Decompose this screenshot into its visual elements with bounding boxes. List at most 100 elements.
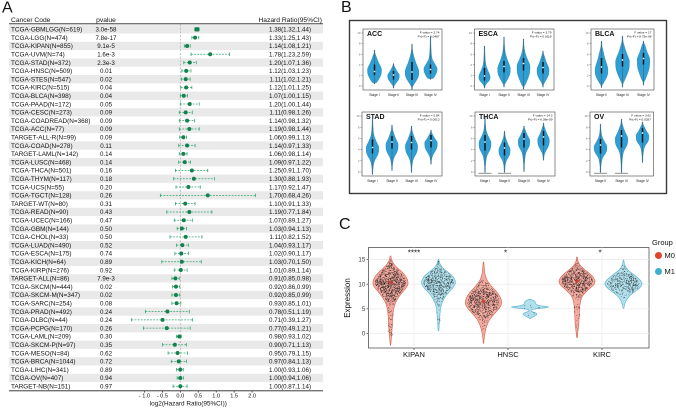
svg-text:2: 2 bbox=[470, 74, 472, 78]
svg-text:0: 0 bbox=[359, 84, 361, 88]
svg-text:6: 6 bbox=[470, 52, 472, 56]
svg-text:F value = 3.79: F value = 3.79 bbox=[532, 31, 552, 35]
svg-text:log2(Hazard Ratio(95%CI)): log2(Hazard Ratio(95%CI)) bbox=[150, 401, 227, 408]
svg-text:4: 4 bbox=[587, 63, 589, 67]
svg-text:Stage II: Stage II bbox=[498, 93, 509, 97]
svg-text:Stage IV: Stage IV bbox=[424, 93, 437, 97]
svg-text:TCGA-SARC(N=254): TCGA-SARC(N=254) bbox=[11, 300, 72, 307]
svg-text:Pr(>F) = 8.75e-08: Pr(>F) = 8.75e-08 bbox=[627, 35, 652, 39]
svg-text:5: 5 bbox=[362, 306, 366, 313]
svg-text:2: 2 bbox=[359, 74, 361, 78]
svg-text:6: 6 bbox=[358, 137, 360, 141]
svg-text:0.71(0.39,1.27): 0.71(0.39,1.27) bbox=[269, 317, 311, 324]
svg-text:1.00(0.94,1.06): 1.00(0.94,1.06) bbox=[269, 375, 311, 382]
svg-text:Stage II: Stage II bbox=[595, 179, 606, 183]
svg-text:TCGA-THCA(N=501): TCGA-THCA(N=501) bbox=[11, 168, 72, 175]
svg-text:TCGA-GBM(N=144): TCGA-GBM(N=144) bbox=[11, 226, 69, 233]
svg-text:1.00(0.93,1.06): 1.00(0.93,1.06) bbox=[269, 367, 311, 374]
svg-text:TCGA-BRCA(N=1044): TCGA-BRCA(N=1044) bbox=[11, 359, 75, 366]
svg-text:TCGA-BLCA(N=398): TCGA-BLCA(N=398) bbox=[11, 93, 71, 100]
svg-text:9.1e-5: 9.1e-5 bbox=[97, 43, 115, 50]
svg-text:0.09: 0.09 bbox=[100, 118, 113, 125]
svg-text:4: 4 bbox=[586, 148, 588, 152]
svg-text:Stage III: Stage III bbox=[615, 179, 627, 183]
svg-text:0.04: 0.04 bbox=[100, 85, 113, 92]
svg-text:0: 0 bbox=[471, 170, 473, 174]
svg-text:M0: M0 bbox=[665, 251, 675, 260]
svg-text:1.09(0.97,1.22): 1.09(0.97,1.22) bbox=[269, 159, 311, 166]
svg-text:TCGA-COAD(N=278): TCGA-COAD(N=278) bbox=[11, 143, 73, 150]
svg-text:Hazard Ratio(95%CI): Hazard Ratio(95%CI) bbox=[258, 17, 322, 24]
svg-text:Pr(>F) = 0.0013: Pr(>F) = 0.0013 bbox=[418, 118, 440, 122]
svg-text:0.09: 0.09 bbox=[100, 134, 113, 141]
svg-text:0.95(0.79,1.15): 0.95(0.79,1.15) bbox=[269, 350, 311, 357]
svg-text:HNSC: HNSC bbox=[497, 350, 519, 359]
svg-text:*: * bbox=[504, 249, 507, 258]
svg-text:0.02: 0.02 bbox=[100, 284, 113, 291]
svg-text:1.0: 1.0 bbox=[212, 393, 220, 399]
svg-text:Stage IV: Stage IV bbox=[636, 179, 649, 183]
svg-text:Pr(>F) = 0.0487: Pr(>F) = 0.0487 bbox=[418, 35, 440, 39]
svg-text:Stage IV: Stage IV bbox=[425, 179, 438, 183]
svg-text:0.43: 0.43 bbox=[100, 209, 113, 216]
svg-text:6: 6 bbox=[359, 52, 361, 56]
svg-text:- 0.5: - 0.5 bbox=[157, 393, 168, 399]
svg-text:THCA: THCA bbox=[479, 114, 498, 121]
svg-text:TARGET-WT(N=80): TARGET-WT(N=80) bbox=[11, 201, 68, 208]
svg-text:1.11(1.02,1.21): 1.11(1.02,1.21) bbox=[269, 76, 311, 83]
svg-text:TCGA-MESO(N=84): TCGA-MESO(N=84) bbox=[11, 350, 69, 357]
svg-text:0.09: 0.09 bbox=[100, 110, 113, 117]
svg-text:0.97: 0.97 bbox=[100, 383, 113, 390]
svg-text:10: 10 bbox=[470, 114, 473, 118]
svg-text:TCGA-KIPAN(N=855): TCGA-KIPAN(N=855) bbox=[11, 43, 73, 50]
svg-text:0.05: 0.05 bbox=[100, 101, 113, 108]
svg-text:TARGET-ALL-R(N=99): TARGET-ALL-R(N=99) bbox=[11, 134, 76, 141]
svg-text:TCGA-CESC(N=273): TCGA-CESC(N=273) bbox=[11, 110, 72, 117]
svg-text:6: 6 bbox=[586, 137, 588, 141]
svg-text:TCGA-PAAD(N=172): TCGA-PAAD(N=172) bbox=[11, 101, 71, 108]
svg-text:0.11: 0.11 bbox=[100, 143, 112, 150]
svg-text:TCGA-ACC(N=77): TCGA-ACC(N=77) bbox=[11, 126, 64, 133]
svg-text:0.94: 0.94 bbox=[100, 375, 113, 382]
svg-text:Stage I: Stage I bbox=[367, 179, 378, 183]
svg-text:7.9e-3: 7.9e-3 bbox=[97, 276, 115, 283]
svg-text:1.10(0.91,1.33): 1.10(0.91,1.33) bbox=[269, 201, 311, 208]
svg-text:1.07(1.00,1.15): 1.07(1.00,1.15) bbox=[269, 93, 311, 100]
svg-text:TCGA-DLBC(N=44): TCGA-DLBC(N=44) bbox=[11, 317, 68, 324]
svg-text:2: 2 bbox=[358, 159, 360, 163]
svg-text:0: 0 bbox=[587, 84, 589, 88]
svg-text:0.08: 0.08 bbox=[100, 300, 113, 307]
svg-text:Stage III: Stage III bbox=[406, 93, 418, 97]
svg-text:0.30: 0.30 bbox=[100, 334, 113, 341]
svg-text:A: A bbox=[2, 0, 13, 17]
svg-text:1.17(0.92,1.47): 1.17(0.92,1.47) bbox=[269, 184, 311, 191]
svg-text:1.30(0.88,1.93): 1.30(0.88,1.93) bbox=[269, 176, 311, 183]
svg-text:3.0e-58: 3.0e-58 bbox=[96, 27, 118, 34]
svg-text:TCGA-COADREAD(N=368): TCGA-COADREAD(N=368) bbox=[11, 118, 90, 125]
svg-text:1.20(1.00,1.44): 1.20(1.00,1.44) bbox=[269, 101, 311, 108]
svg-text:ACC: ACC bbox=[367, 31, 382, 38]
svg-text:Stage IV: Stage IV bbox=[637, 93, 650, 97]
svg-text:0: 0 bbox=[586, 170, 588, 174]
svg-text:BLCA: BLCA bbox=[595, 31, 614, 38]
svg-text:0.92: 0.92 bbox=[100, 267, 113, 274]
svg-text:TARGET-NB(N=151): TARGET-NB(N=151) bbox=[11, 383, 70, 390]
svg-text:1.14(0.97,1.33): 1.14(0.97,1.33) bbox=[269, 143, 311, 150]
svg-text:1.78(1.23,2.59): 1.78(1.23,2.59) bbox=[269, 51, 311, 58]
svg-text:TCGA-PRAD(N=492): TCGA-PRAD(N=492) bbox=[11, 309, 72, 316]
svg-text:1.12(1.03,1.23): 1.12(1.03,1.23) bbox=[269, 68, 311, 75]
svg-text:1.5: 1.5 bbox=[230, 393, 238, 399]
svg-text:0.20: 0.20 bbox=[100, 184, 113, 191]
svg-text:Stage IV: Stage IV bbox=[537, 93, 550, 97]
svg-text:1.25(0.91,1.70): 1.25(0.91,1.70) bbox=[269, 168, 311, 175]
svg-text:Expression: Expression bbox=[343, 278, 352, 318]
svg-text:TCGA-KICH(N=64): TCGA-KICH(N=64) bbox=[11, 259, 66, 266]
svg-text:- 1.0: - 1.0 bbox=[139, 393, 150, 399]
svg-text:TCGA-KIRP(N=276): TCGA-KIRP(N=276) bbox=[11, 267, 69, 274]
svg-text:1.11(0.98,1.26): 1.11(0.98,1.26) bbox=[269, 110, 311, 117]
svg-text:TCGA-LUAD(N=490): TCGA-LUAD(N=490) bbox=[11, 242, 71, 249]
svg-text:0.92(0.85,0.99): 0.92(0.85,0.99) bbox=[269, 292, 311, 299]
svg-text:0.35: 0.35 bbox=[100, 342, 113, 349]
svg-text:0.02: 0.02 bbox=[100, 292, 113, 299]
svg-text:0.5: 0.5 bbox=[194, 393, 202, 399]
